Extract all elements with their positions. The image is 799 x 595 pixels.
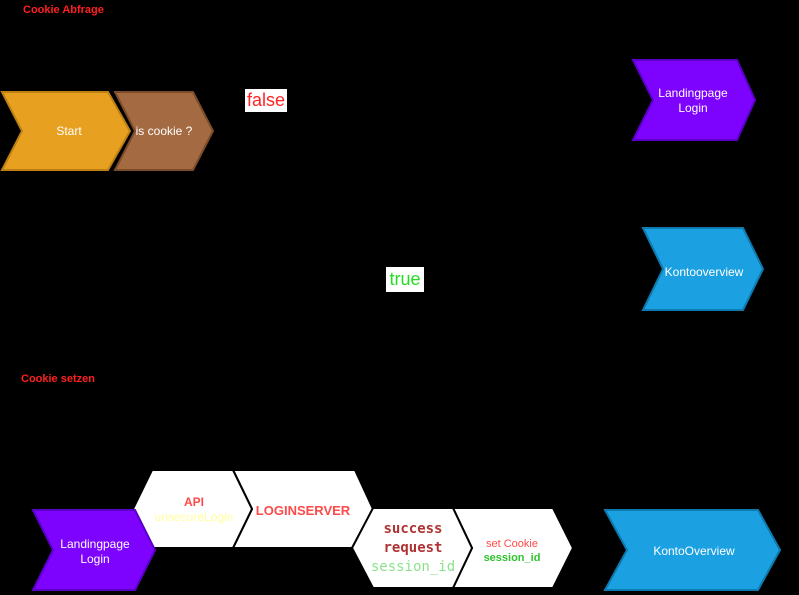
section-label-cookie-setzen[interactable]: Cookie setzen	[21, 373, 95, 385]
branch-label-false[interactable]: false	[245, 89, 287, 112]
loginserver-shape[interactable]	[231, 469, 375, 549]
section-label-cookie-abfrage[interactable]: Cookie Abfrage	[23, 4, 104, 16]
landingpage-login-top-shape[interactable]	[631, 59, 757, 141]
is-cookie-shape[interactable]	[113, 91, 215, 171]
start-shape[interactable]	[0, 91, 132, 171]
api-shape[interactable]	[131, 469, 254, 549]
branch-label-true[interactable]: true	[386, 267, 424, 292]
kontooverview-bottom-shape[interactable]	[603, 509, 782, 591]
success-request-shape[interactable]	[350, 507, 474, 589]
kontooverview-top-shape[interactable]	[641, 227, 765, 311]
landingpage-login-bottom-shape[interactable]	[31, 509, 157, 591]
